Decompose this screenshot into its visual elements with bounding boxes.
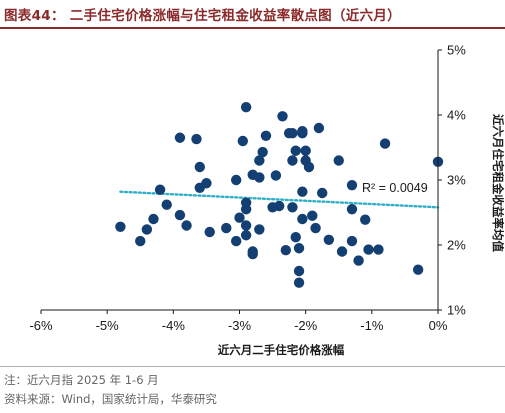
- data-point: [257, 146, 268, 158]
- x-tick-label: -4%: [162, 318, 186, 333]
- data-point: [191, 133, 202, 145]
- data-point: [287, 155, 298, 166]
- y-tick-label: 4%: [447, 108, 466, 123]
- data-point: [135, 235, 146, 247]
- x-axis-title: 近六月二手住宅价格涨幅: [218, 343, 345, 357]
- data-point: [230, 235, 242, 247]
- data-point: [379, 138, 391, 149]
- data-point: [115, 221, 126, 232]
- x-tick-label: -6%: [29, 318, 53, 333]
- data-point: [363, 244, 374, 255]
- data-point: [317, 187, 328, 199]
- axes: [40, 49, 442, 314]
- data-point: [254, 224, 265, 235]
- figure-title: 图表44： 二手住宅价格涨幅与住宅租金收益率散点图（近六月）: [4, 8, 401, 24]
- data-point: [333, 155, 344, 166]
- data-point: [174, 132, 186, 143]
- data-point: [270, 170, 282, 181]
- data-point: [303, 161, 315, 173]
- y-tick-label: 3%: [447, 173, 466, 188]
- data-point: [280, 245, 292, 256]
- data-point: [247, 246, 258, 257]
- data-point: [310, 222, 321, 234]
- data-point: [240, 220, 252, 231]
- data-point: [148, 213, 159, 225]
- data-point: [412, 264, 424, 275]
- y-axis-title: 近六月住宅租金收益率均值: [491, 114, 505, 252]
- y-tick-label: 2%: [447, 238, 466, 253]
- data-point: [181, 220, 192, 231]
- data-point: [154, 184, 166, 195]
- data-point: [360, 214, 371, 225]
- data-point: [194, 161, 205, 173]
- data-point: [277, 111, 288, 122]
- data-point: [240, 102, 252, 113]
- data-point: [346, 204, 358, 215]
- data-point: [313, 122, 325, 134]
- trendline-layer: [119, 190, 440, 209]
- data-point: [260, 130, 272, 141]
- data-point: [254, 155, 265, 166]
- data-point: [373, 244, 384, 255]
- data-point: [297, 213, 308, 225]
- r-squared-label: R² = 0.0049: [362, 181, 428, 195]
- data-point: [290, 232, 301, 243]
- data-point: [300, 145, 311, 156]
- data-point: [237, 135, 249, 147]
- x-tick-label: 0%: [429, 318, 448, 333]
- data-point: [346, 180, 358, 191]
- data-point: [201, 178, 212, 189]
- trendline: [119, 190, 440, 209]
- tick-labels: -6% -5% -4% -3% -2% -1% 0%1% 2% 3% 4% 5%: [29, 43, 466, 334]
- data-point: [353, 255, 364, 266]
- data-point: [141, 224, 153, 235]
- data-points: [115, 102, 444, 288]
- scatter-chart: -6% -5% -4% -3% -2% -1% 0%1% 2% 3% 4% 5% R² = 0.00…: [29, 43, 505, 358]
- data-point: [254, 172, 265, 183]
- x-tick-label: -2%: [294, 318, 318, 333]
- data-point: [307, 210, 318, 221]
- data-point: [240, 230, 252, 241]
- data-point: [293, 277, 305, 288]
- footer-note: 注：近六月指 2025 年 1-6 月: [4, 373, 159, 387]
- x-tick-label: -1%: [360, 318, 384, 333]
- data-point: [234, 212, 245, 223]
- data-point: [274, 200, 285, 212]
- data-point: [293, 243, 305, 254]
- data-point: [346, 235, 358, 247]
- y-tick-label: 5%: [447, 43, 466, 58]
- data-point: [323, 234, 335, 245]
- data-point: [287, 128, 298, 139]
- data-point: [336, 246, 348, 257]
- data-point: [161, 199, 172, 210]
- y-tick-label: 1%: [447, 303, 466, 318]
- data-point: [221, 222, 232, 234]
- title-divider: [0, 27, 505, 29]
- data-point: [297, 186, 308, 197]
- data-point: [240, 204, 252, 215]
- x-tick-label: -3%: [228, 318, 252, 333]
- data-point: [204, 226, 215, 238]
- footer-divider: [0, 366, 505, 367]
- data-point: [293, 265, 305, 277]
- data-point: [230, 174, 242, 186]
- data-point: [290, 145, 301, 156]
- footer-source: 资料来源：Wind，国家统计局，华泰研究: [4, 392, 217, 406]
- data-point: [174, 209, 186, 221]
- data-point: [297, 126, 308, 137]
- x-tick-label: -5%: [96, 318, 120, 333]
- data-point: [287, 202, 298, 213]
